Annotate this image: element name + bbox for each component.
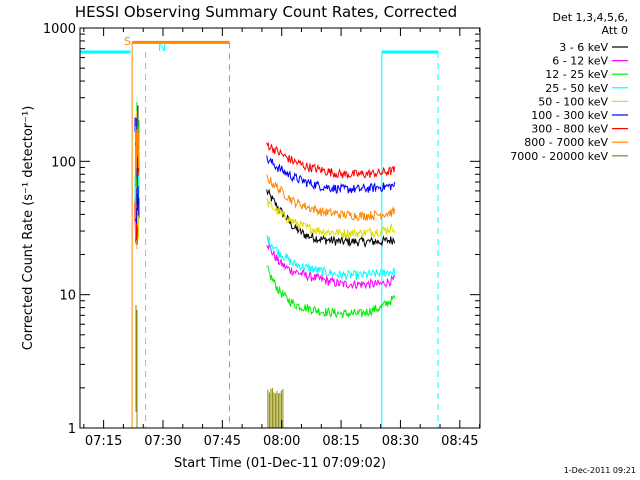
legend-entry-label: 800 - 7000 keV bbox=[524, 136, 608, 149]
x-axis: 07:15 07:30 07:45 08:00 08:15 08:30 08:45 bbox=[83, 28, 481, 449]
y-tick-label: 10 bbox=[59, 289, 76, 304]
x-tick-label: 08:45 bbox=[441, 434, 478, 449]
observing-flag-bars bbox=[79, 40, 439, 428]
series-25-50kev bbox=[266, 234, 396, 281]
saa-label: S bbox=[124, 35, 131, 48]
legend-header-line-2: Att 0 bbox=[602, 24, 628, 37]
night-label: N bbox=[158, 41, 166, 54]
y-tick-label: 1000 bbox=[43, 22, 76, 37]
legend-entry-label: 6 - 12 keV bbox=[552, 55, 608, 68]
series-3-6kev bbox=[266, 188, 396, 249]
series-50-100kev bbox=[266, 198, 396, 239]
x-tick-label: 08:00 bbox=[263, 434, 300, 449]
pre-night-spike-high-energy bbox=[135, 305, 138, 428]
plot-frame bbox=[79, 27, 481, 429]
series-300-800kev bbox=[266, 141, 396, 179]
legend-entry-label: 12 - 25 keV bbox=[545, 68, 608, 81]
pre-night-spike bbox=[135, 126, 140, 219]
y-tick-label: 1 bbox=[68, 422, 76, 437]
x-tick-label: 08:15 bbox=[322, 434, 359, 449]
timestamp: 1-Dec-2011 09:21 bbox=[564, 466, 636, 475]
legend-entry-label: 50 - 100 keV bbox=[538, 95, 608, 108]
series-layer bbox=[134, 102, 396, 428]
y-axis-label: Corrected Count Rate (s⁻¹ detector⁻¹) bbox=[21, 106, 36, 351]
series-7000-20000kev bbox=[267, 388, 284, 428]
x-axis-label: Start Time (01-Dec-11 07:09:02) bbox=[174, 456, 386, 471]
x-tick-label: 07:15 bbox=[85, 434, 122, 449]
series-800-7000kev bbox=[266, 174, 396, 222]
x-tick-label: 07:30 bbox=[144, 434, 181, 449]
x-tick-label: 07:45 bbox=[204, 434, 241, 449]
series-6-12kev bbox=[266, 242, 396, 290]
legend-entry-label: 300 - 800 keV bbox=[531, 123, 608, 136]
legend-entry-label: 7000 - 20000 keV bbox=[510, 150, 608, 163]
y-tick-label: 100 bbox=[51, 155, 76, 170]
legend-entry-label: 25 - 50 keV bbox=[545, 82, 608, 95]
series-100-300kev bbox=[266, 155, 396, 194]
x-tick-label: 08:30 bbox=[382, 434, 419, 449]
chart-title: HESSI Observing Summary Count Rates, Cor… bbox=[75, 3, 457, 21]
legend-header-line-1: Det 1,3,4,5,6, bbox=[552, 11, 628, 24]
series-12-25kev bbox=[266, 265, 396, 319]
legend-entry-label: 3 - 6 keV bbox=[559, 41, 608, 54]
legend-entry-label: 100 - 300 keV bbox=[531, 109, 608, 122]
y-axis: 1 10 100 1000 bbox=[43, 22, 480, 437]
